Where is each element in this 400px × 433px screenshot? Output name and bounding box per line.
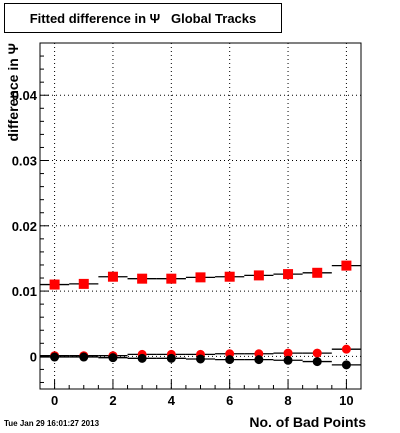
series-0-point [283,269,294,280]
chart-title: Fitted difference in Ψ Global Tracks [4,3,282,33]
series-0-point [253,270,264,281]
x-axis-title: No. of Bad Points [249,414,366,430]
x-tick-label: 6 [226,393,233,408]
x-tick-label: 4 [168,393,176,408]
x-tick-label: 10 [339,393,353,408]
series-2-point [166,353,176,363]
x-tick-label: 8 [284,393,291,408]
series-1-point [341,344,351,354]
plot-frame [39,42,362,390]
timestamp: Tue Jan 29 16:01:27 2013 [4,419,100,428]
series-2-point [79,352,89,362]
series-2-point [137,353,147,363]
series-2-point [254,355,264,365]
y-tick-label: 0.03 [12,154,37,169]
y-tick-label: 0.01 [12,284,37,299]
series-2-point [312,357,322,367]
y-tick-label: 0.04 [12,88,38,103]
series-0-point [312,267,323,278]
series-0-point [107,271,118,282]
series-0-point [166,273,177,284]
series-0-point [78,278,89,289]
series-0-point [49,279,60,290]
x-tick-label: 0 [51,393,58,408]
series-2-point [196,354,205,364]
series-2-point [108,353,118,363]
series-2-point [283,355,293,365]
series-2-point [341,360,351,370]
series-0-point [224,271,235,282]
series-1-point [312,348,322,358]
series-0-point [137,273,148,284]
y-tick-label: 0 [30,349,37,364]
series-2-point [50,352,60,362]
x-tick-label: 2 [109,393,116,408]
series-0-point [341,260,352,271]
y-tick-label: 0.02 [12,219,37,234]
series-0-point [195,272,206,283]
series-2-point [225,355,235,365]
y-axis-title: difference in Ψ [5,43,21,141]
